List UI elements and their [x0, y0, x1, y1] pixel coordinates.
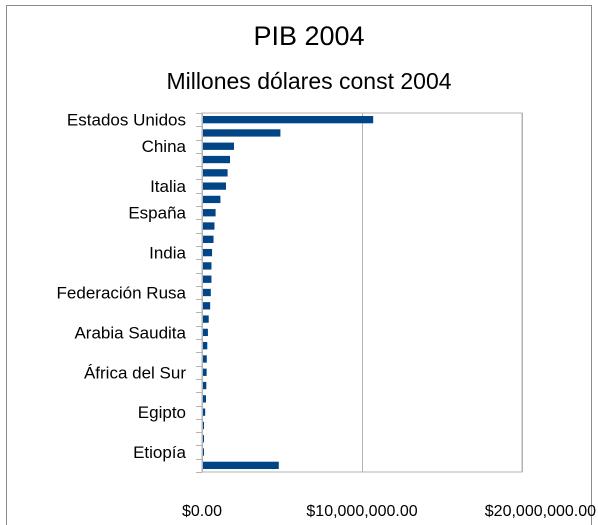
- x-tick-label: $10,000,000.00: [306, 503, 417, 520]
- bar: [203, 328, 208, 337]
- bar: [203, 302, 211, 310]
- bar: [203, 421, 204, 430]
- chart-title: PIB 2004: [253, 21, 364, 51]
- x-tick-label: $20,000,000.00: [485, 503, 596, 520]
- bar: [203, 182, 226, 190]
- bar: [203, 342, 208, 350]
- bar: [203, 315, 209, 323]
- bar: [203, 222, 215, 230]
- category-label: Etiopía: [133, 443, 186, 462]
- x-tick-label: $0.00: [182, 503, 222, 520]
- bar: [203, 142, 234, 150]
- bar: [203, 461, 279, 470]
- category-label: Italia: [150, 177, 186, 196]
- category-label: Arabia Saudita: [74, 323, 186, 342]
- bar: [203, 448, 204, 456]
- bar: [203, 262, 212, 270]
- bar: [203, 155, 230, 164]
- bar: [203, 381, 207, 390]
- bar: [203, 368, 207, 376]
- bar: [203, 275, 212, 283]
- category-label: China: [142, 137, 187, 156]
- bar: [203, 195, 221, 204]
- bar: [203, 235, 214, 243]
- category-label: España: [128, 204, 186, 223]
- chart-frame: [6, 5, 592, 525]
- category-label: India: [149, 244, 186, 263]
- plot-area: Estados Unidos China Italia España India Fede…: [57, 111, 597, 520]
- category-label: Federación Rusa: [57, 284, 187, 303]
- bar: [203, 129, 281, 137]
- chart-subtitle: Millones dólares const 2004: [166, 68, 451, 94]
- category-label: Estados Unidos: [67, 111, 186, 130]
- bar: [203, 115, 374, 124]
- category-label: África del Sur: [84, 363, 186, 382]
- bar: [203, 169, 228, 177]
- category-label: Egipto: [138, 403, 186, 422]
- bar: [203, 395, 206, 403]
- bar: [203, 408, 206, 416]
- bar: [203, 435, 204, 443]
- bar: [203, 288, 211, 297]
- bar: [203, 248, 213, 257]
- bar: [203, 355, 207, 363]
- bar: [203, 209, 216, 217]
